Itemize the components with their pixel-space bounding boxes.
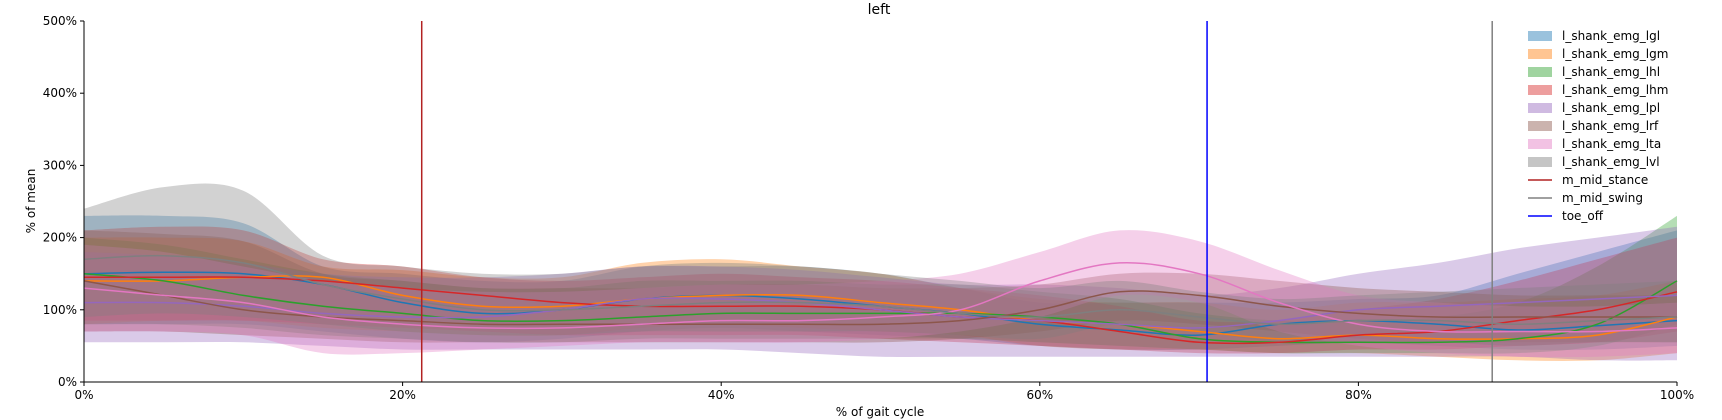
mean-line-l_shank_emg_lvl — [83, 254, 1678, 326]
y-tick-label: 200% — [43, 231, 77, 245]
mean-line-l_shank_emg_lhl — [83, 272, 1678, 344]
band-l_shank_emg_lgm — [84, 237, 1677, 361]
x-tick-label: 40% — [708, 388, 735, 402]
y-tick-label: 500% — [43, 14, 77, 28]
mean-line-l_shank_emg_lgm — [83, 275, 1678, 340]
legend-swatch-l_shank_emg_lvl — [1528, 157, 1552, 167]
band-l_shank_emg_lpl — [84, 226, 1677, 361]
legend-label-m_mid_swing: m_mid_swing — [1562, 191, 1643, 205]
legend: l_shank_emg_lgl l_shank_emg_lgm l_shank_em… — [1528, 29, 1668, 223]
mean-line-l_shank_emg_lpl — [83, 294, 1678, 329]
y-tick-label: 300% — [43, 158, 77, 172]
y-axis-title: % of mean — [24, 169, 38, 234]
legend-label-l_shank_emg_lta: l_shank_emg_lta — [1562, 137, 1661, 151]
legend-label-l_shank_emg_lgm: l_shank_emg_lgm — [1562, 47, 1668, 61]
mean-line-l_shank_emg_lta — [83, 261, 1678, 333]
chart-title: left — [868, 2, 891, 18]
legend-swatch-l_shank_emg_lgl — [1528, 31, 1552, 41]
legend-swatch-l_shank_emg_lta — [1528, 139, 1552, 149]
band-l_shank_emg_lvl — [84, 183, 1677, 346]
mean-line-l_shank_emg_lrf — [83, 280, 1677, 326]
x-axis-title: % of gait cycle — [836, 405, 924, 419]
legend-label-l_shank_emg_lhl: l_shank_emg_lhl — [1562, 65, 1660, 79]
x-ticks: 0% 20% 40% 60% 80% 100% — [74, 382, 1694, 402]
y-ticks: 0% 100% 200% 300% 400% 500% — [43, 14, 84, 389]
band-l_shank_emg_lta — [84, 230, 1677, 358]
x-tick-label: 100% — [1660, 388, 1694, 402]
legend-label-toe_off: toe_off — [1562, 209, 1604, 223]
x-tick-label: 0% — [74, 388, 93, 402]
x-tick-label: 20% — [389, 388, 416, 402]
legend-label-l_shank_emg_lhm: l_shank_emg_lhm — [1562, 83, 1668, 97]
y-tick-label: 400% — [43, 86, 77, 100]
y-tick-label: 100% — [43, 303, 77, 317]
axes — [83, 21, 1677, 383]
legend-label-l_shank_emg_lgl: l_shank_emg_lgl — [1562, 29, 1660, 43]
legend-label-l_shank_emg_lpl: l_shank_emg_lpl — [1562, 101, 1660, 115]
legend-label-l_shank_emg_lrf: l_shank_emg_lrf — [1562, 119, 1659, 133]
legend-label-m_mid_stance: m_mid_stance — [1562, 173, 1648, 187]
legend-label-l_shank_emg_lvl: l_shank_emg_lvl — [1562, 155, 1660, 169]
legend-swatch-l_shank_emg_lpl — [1528, 103, 1552, 113]
band-l_shank_emg_lhm — [84, 226, 1677, 354]
legend-swatch-l_shank_emg_lgm — [1528, 49, 1552, 59]
x-tick-label: 60% — [1026, 388, 1053, 402]
band-l_shank_emg_lrf — [84, 230, 1677, 343]
x-tick-label: 80% — [1345, 388, 1372, 402]
legend-swatch-l_shank_emg_lhl — [1528, 67, 1552, 77]
plot-area — [83, 21, 1678, 382]
y-tick-label: 0% — [58, 375, 77, 389]
legend-swatch-l_shank_emg_lrf — [1528, 121, 1552, 131]
band-l_shank_emg_lhl — [84, 215, 1677, 354]
legend-swatch-l_shank_emg_lhm — [1528, 85, 1552, 95]
